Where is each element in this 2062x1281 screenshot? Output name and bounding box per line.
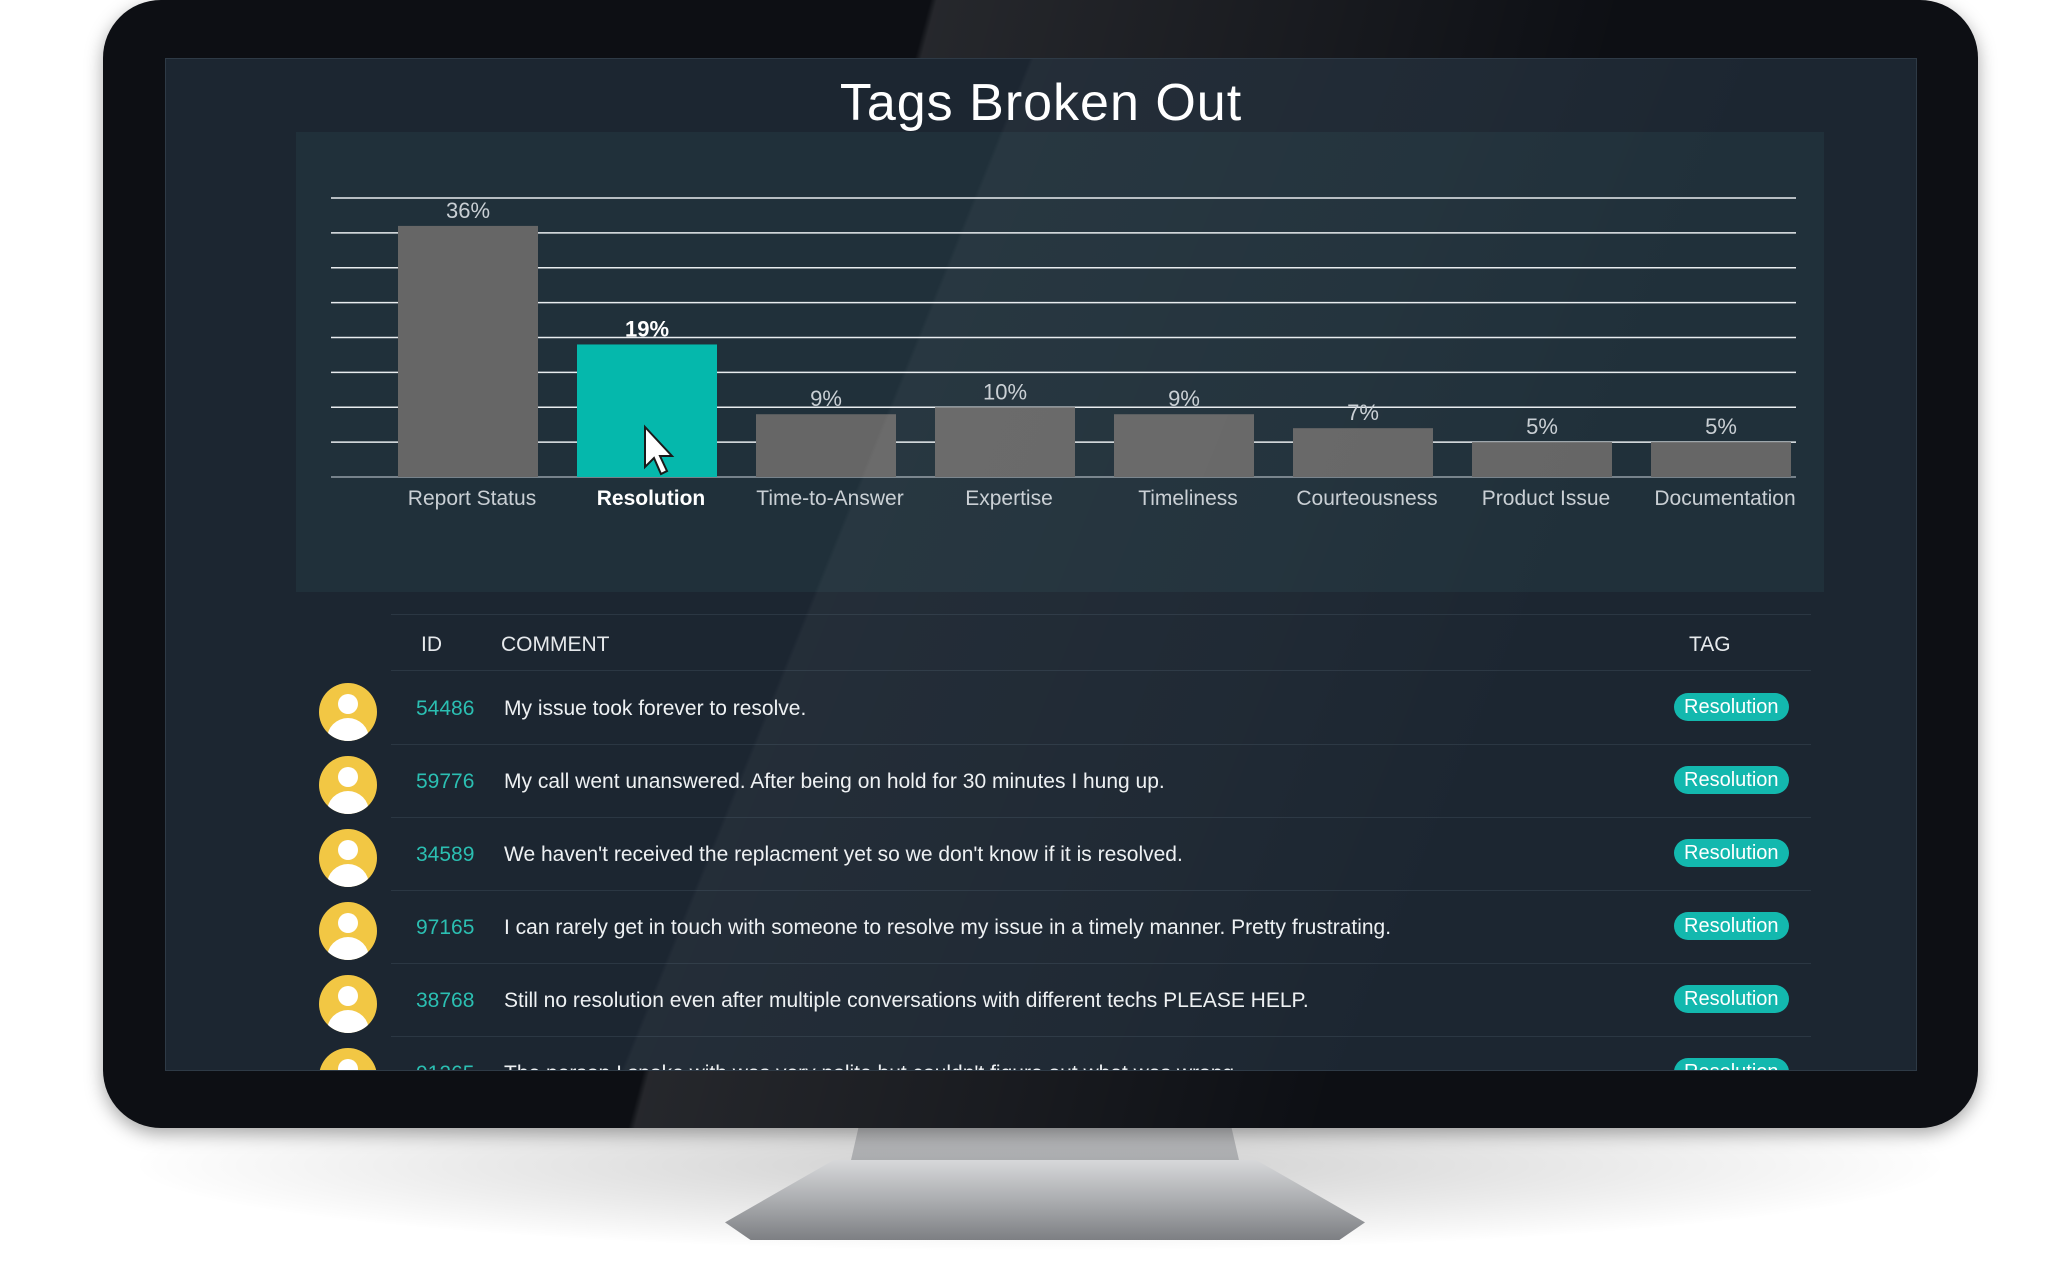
row-id-link[interactable]: 34589 <box>416 843 475 866</box>
data-label: 9% <box>1168 386 1200 411</box>
table-row[interactable]: 38768 Still no resolution even after mult… <box>166 964 1916 1037</box>
row-comment: We haven't received the replacment yet s… <box>504 843 1183 866</box>
user-avatar-icon <box>319 1048 377 1070</box>
table-row[interactable]: 91265 The person I spoke with was very po… <box>166 1037 1916 1070</box>
tag-badge[interactable]: Resolution <box>1674 693 1789 721</box>
category-tick-label[interactable]: Expertise <box>965 487 1053 510</box>
data-label: 7% <box>1347 400 1379 425</box>
bar-expertise[interactable] <box>935 407 1075 477</box>
table-row[interactable]: 54486 My issue took forever to resolve. Re… <box>166 672 1916 745</box>
table-row[interactable]: 59776 My call went unanswered. After bein… <box>166 745 1916 818</box>
user-avatar-icon <box>319 683 377 741</box>
bar-time-to-answer[interactable] <box>756 414 896 477</box>
column-header-tag[interactable]: TAG <box>1689 633 1731 656</box>
tag-badge[interactable]: Resolution <box>1674 912 1789 940</box>
category-tick-label[interactable]: Product Issue <box>1482 487 1610 510</box>
monitor-screen: Tags Broken Out 36% Report Status 19% Resol… <box>165 58 1917 1071</box>
row-divider <box>391 744 1811 745</box>
category-tick-label[interactable]: Resolution <box>597 487 706 510</box>
category-tick-label[interactable]: Courteousness <box>1296 487 1437 510</box>
user-avatar-icon <box>319 829 377 887</box>
bar-report-status[interactable] <box>398 225 538 477</box>
row-comment: Still no resolution even after multiple … <box>504 989 1309 1012</box>
row-id-link[interactable]: 38768 <box>416 989 475 1012</box>
category-tick-label[interactable]: Documentation <box>1654 487 1795 510</box>
row-id-link[interactable]: 97165 <box>416 916 475 939</box>
user-avatar-icon <box>319 902 377 960</box>
row-id-link[interactable]: 91265 <box>416 1062 474 1070</box>
row-comment: My issue took forever to resolve. <box>504 697 807 720</box>
data-label: 9% <box>810 386 842 411</box>
row-comment: My call went unanswered. After being on … <box>504 770 1165 793</box>
row-divider <box>391 890 1811 891</box>
mouse-pointer-icon <box>644 424 675 476</box>
row-divider <box>391 1036 1811 1037</box>
column-header-id[interactable]: ID <box>421 633 442 656</box>
category-tick-label[interactable]: Report Status <box>408 487 536 510</box>
row-comment: The person I spoke with was very polite … <box>504 1062 1240 1070</box>
table-row[interactable]: 97165 I can rarely get in touch with some… <box>166 891 1916 964</box>
category-tick-label[interactable]: Timeliness <box>1138 487 1238 510</box>
data-label: 5% <box>1705 414 1737 439</box>
table-row[interactable]: 34589 We haven't received the replacment … <box>166 818 1916 891</box>
tag-badge[interactable]: Resolution <box>1674 839 1789 867</box>
tag-badge[interactable]: Resolution <box>1674 766 1789 794</box>
monitor-stand-base <box>725 1160 1365 1240</box>
tags-bar-chart-panel: 36% Report Status 19% Resolution 9% Time-to-A… <box>296 132 1824 592</box>
tag-badge[interactable]: Resolution <box>1674 1058 1789 1070</box>
row-divider <box>391 817 1811 818</box>
data-label: 5% <box>1526 414 1558 439</box>
row-id-link[interactable]: 59776 <box>416 770 475 793</box>
data-label: 36% <box>446 198 490 223</box>
user-avatar-icon <box>319 975 377 1033</box>
table-header: ID COMMENT TAG <box>391 614 1811 671</box>
row-divider <box>391 963 1811 964</box>
row-comment: I can rarely get in touch with someone t… <box>504 916 1392 939</box>
page-title: Tags Broken Out <box>839 74 1243 132</box>
tags-bar-chart: 36% Report Status 19% Resolution 9% Time-to-A… <box>331 197 1796 510</box>
bar-courteousness[interactable] <box>1293 428 1433 477</box>
bar-timeliness[interactable] <box>1114 414 1254 477</box>
tag-badge[interactable]: Resolution <box>1674 985 1789 1013</box>
category-tick-label[interactable]: Time-to-Answer <box>756 487 903 510</box>
user-avatar-icon <box>319 756 377 814</box>
row-id-link[interactable]: 54486 <box>416 697 475 720</box>
bar-product-issue[interactable] <box>1472 442 1612 477</box>
data-label: 19% <box>625 316 669 341</box>
column-header-comment[interactable]: COMMENT <box>501 633 610 656</box>
data-label: 10% <box>983 379 1027 404</box>
bar-documentation[interactable] <box>1651 442 1791 477</box>
